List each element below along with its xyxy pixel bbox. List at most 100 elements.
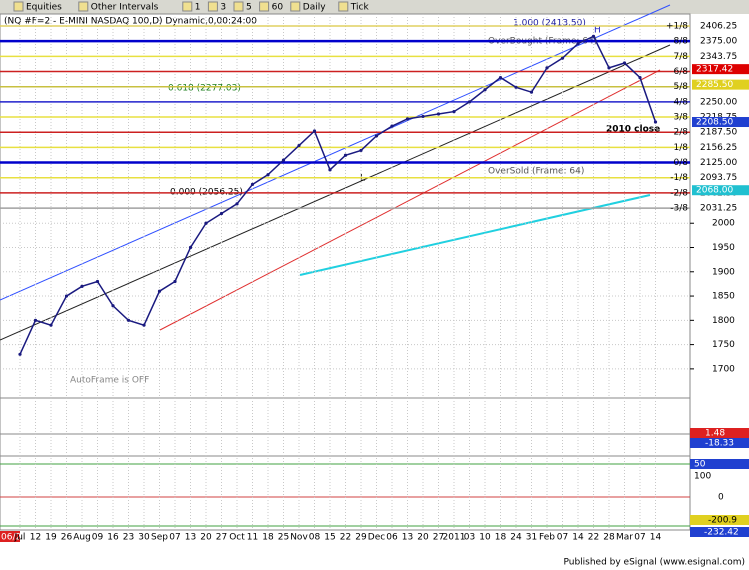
level-label: 2093.75 xyxy=(700,173,737,183)
price-point xyxy=(545,66,549,70)
level-name: 0/8 xyxy=(674,158,689,168)
x-tick-label: 08 xyxy=(309,533,321,543)
toolbar-label[interactable]: 5 xyxy=(246,3,252,13)
price-point xyxy=(33,318,38,322)
toolbar-button[interactable] xyxy=(207,1,218,12)
price-point xyxy=(576,42,580,46)
x-tick-label: 13 xyxy=(402,533,413,543)
toolbar-label[interactable]: 1 xyxy=(195,3,201,13)
toolbar-label[interactable]: 3 xyxy=(220,3,226,13)
x-tick-label: 06 xyxy=(386,533,398,543)
panel-label: -232.42 xyxy=(704,528,739,538)
price-point xyxy=(157,289,162,293)
level-name: 5/8 xyxy=(674,82,689,92)
price-label-bg xyxy=(692,79,749,90)
x-tick-label: 22 xyxy=(340,533,351,543)
price-point xyxy=(188,245,193,250)
toolbar-button[interactable] xyxy=(78,1,89,12)
annotation: 1.000 (2413.50) xyxy=(513,19,586,29)
x-tick-label: 18 xyxy=(495,533,507,543)
toolbar-button[interactable] xyxy=(233,1,244,12)
x-tick-label: 12 xyxy=(30,533,41,543)
level-name: -1/8 xyxy=(670,173,688,183)
level-name: 1/8 xyxy=(674,143,689,153)
level-label: 2343.75 xyxy=(700,52,737,62)
x-tick-label: 14 xyxy=(650,533,662,543)
price-point xyxy=(638,75,642,80)
footer: Published by eSignal (www.esignal.com) xyxy=(563,558,745,568)
price-point xyxy=(343,153,348,157)
x-tick-label: Nov xyxy=(290,533,308,543)
toolbar-label[interactable]: 60 xyxy=(272,3,284,13)
price-label: 2317.42 xyxy=(696,65,733,75)
x-tick-label: 29 xyxy=(355,533,367,543)
price-line xyxy=(19,35,657,355)
annotation: 2010 close xyxy=(606,125,660,135)
x-tick-label: Dec xyxy=(368,533,385,543)
y-tick-label: 1700 xyxy=(712,364,735,374)
channel-upper xyxy=(0,4,671,301)
annotation: AutoFrame is OFF xyxy=(70,376,149,386)
label-bg xyxy=(0,531,20,542)
price-point xyxy=(421,114,425,119)
price-point xyxy=(467,100,472,104)
label-bg xyxy=(690,527,749,537)
level-name: -3/8 xyxy=(670,204,688,214)
price-point xyxy=(529,90,534,94)
price-label: 2208.50 xyxy=(696,118,733,128)
x-tick-label: Sep xyxy=(151,533,168,543)
price-point xyxy=(312,129,317,133)
x-tick-label: 18 xyxy=(262,533,274,543)
annotation: OverSold (Frame: 64) xyxy=(488,167,584,177)
price-point xyxy=(622,61,627,65)
panel-label: -18.33 xyxy=(705,439,734,449)
toolbar-label[interactable]: Daily xyxy=(303,3,326,13)
price-point xyxy=(142,323,146,327)
toolbar-button[interactable] xyxy=(338,1,349,12)
label-bg xyxy=(690,515,749,525)
y-tick-label: 1850 xyxy=(712,292,735,302)
level-name: 2/8 xyxy=(674,128,689,138)
price-point xyxy=(219,211,224,216)
y-tick-label: 1750 xyxy=(712,340,735,350)
price-label-bg xyxy=(692,185,749,196)
y-tick-label: 1950 xyxy=(712,243,735,253)
level-name: +1/8 xyxy=(666,22,688,32)
chart-title: (NQ #F=2 - E-MINI NASDAQ 100,D) Dynamic,… xyxy=(4,17,257,27)
toolbar-button[interactable] xyxy=(13,1,24,12)
level-name: 4/8 xyxy=(674,97,689,107)
x-tick-label: 11 xyxy=(247,533,258,543)
panel-label: 50 xyxy=(694,460,706,470)
level-label: 2156.25 xyxy=(700,143,737,153)
price-point xyxy=(64,294,69,298)
x-tick-label: 2011 xyxy=(443,533,466,543)
x-tick-label: 31 xyxy=(526,533,537,543)
x-tick-label: 24 xyxy=(510,533,522,543)
y-tick-label: 1800 xyxy=(712,316,735,326)
level-label: 2031.25 xyxy=(700,204,737,214)
y-tick-label: 1900 xyxy=(712,267,735,277)
toolbar-label[interactable]: Tick xyxy=(350,3,370,13)
toolbar-label[interactable]: Equities xyxy=(26,3,62,13)
toolbar-button[interactable] xyxy=(182,1,193,12)
price-point xyxy=(359,148,363,153)
x-tick-label: 30 xyxy=(138,533,150,543)
price-point xyxy=(126,318,131,322)
channel-lower xyxy=(159,69,661,331)
price-point xyxy=(95,279,100,284)
panel-label: 0 xyxy=(718,493,724,503)
x-tick-label: 07 xyxy=(169,533,180,543)
toolbar-button[interactable] xyxy=(290,1,301,12)
x-tick-label: Oct xyxy=(229,533,245,543)
x-tick-label: 27 xyxy=(433,533,444,543)
label-bg xyxy=(690,438,749,448)
price-point xyxy=(498,75,503,80)
price-point xyxy=(80,284,84,288)
x-tick-label: 14 xyxy=(572,533,584,543)
annotation: H xyxy=(594,26,601,36)
toolbar-button[interactable] xyxy=(259,1,270,12)
x-tick-label: 26 xyxy=(61,533,73,543)
toolbar-label[interactable]: Other Intervals xyxy=(91,3,159,13)
level-label: 2250.00 xyxy=(700,97,737,107)
